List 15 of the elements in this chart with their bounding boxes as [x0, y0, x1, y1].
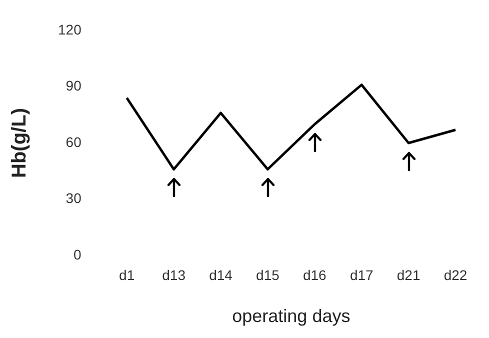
y-tick-label: 0	[74, 246, 82, 262]
y-axis-title: Hb(g/L)	[8, 108, 31, 178]
y-tick-label: 60	[66, 134, 82, 150]
x-tick-label: d14	[209, 266, 233, 283]
y-tick-label: 90	[66, 78, 82, 94]
x-axis-title: operating days	[232, 306, 350, 326]
x-tick-label: d21	[396, 266, 420, 283]
y-tick-label: 30	[66, 190, 82, 206]
x-tick-label: d13	[162, 266, 186, 283]
y-tick-label: 120	[58, 21, 82, 38]
x-tick-label: d15	[256, 266, 280, 283]
x-tick-label: d1	[119, 266, 135, 283]
x-tick-label: d16	[302, 266, 327, 283]
x-tick-label: d17	[350, 266, 374, 283]
x-tick-label: d22	[444, 266, 468, 283]
